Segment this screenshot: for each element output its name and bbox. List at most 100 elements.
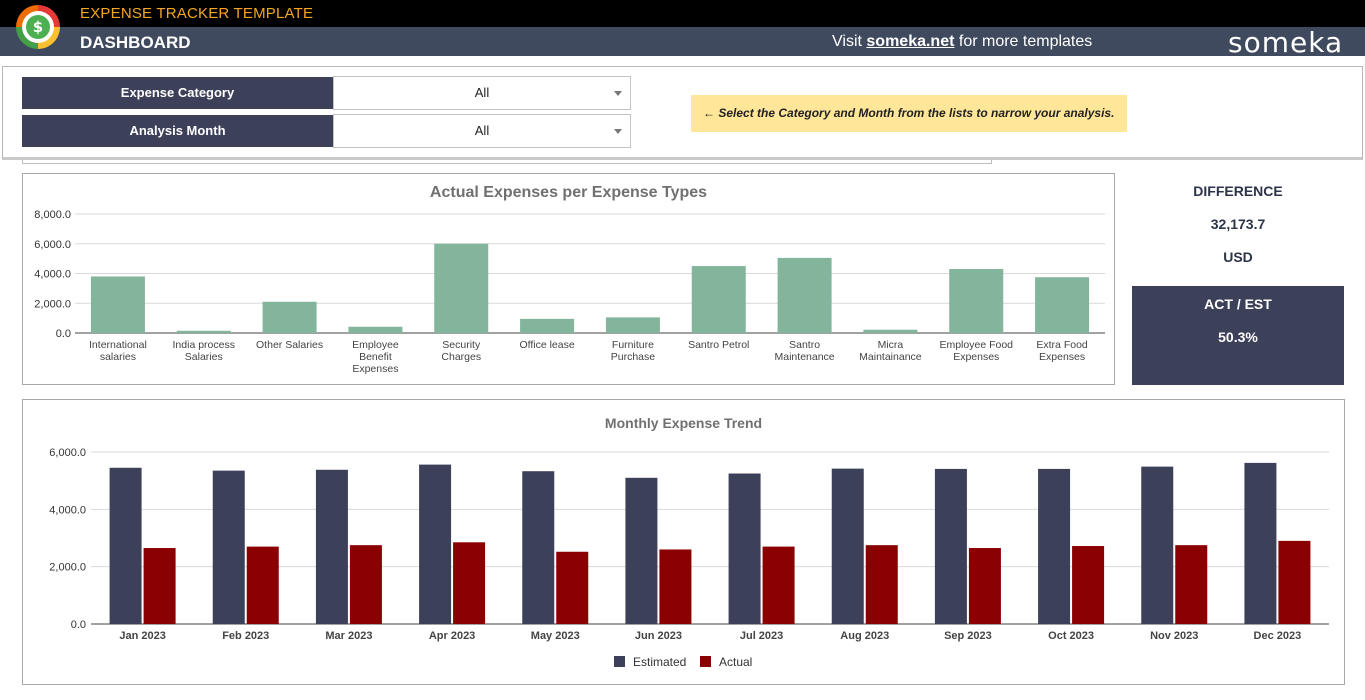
legend-estimated: Estimated — [614, 655, 686, 669]
bar-actual-may-2023 — [556, 551, 589, 624]
dropdown-arrow-icon[interactable] — [614, 129, 622, 134]
bar-estimated-jun-2023 — [625, 477, 658, 624]
bar-santro-petrol — [691, 266, 746, 333]
header-top-bar — [0, 0, 1365, 27]
difference-label: DIFFERENCE — [1193, 183, 1283, 199]
bar-estimated-oct-2023 — [1038, 468, 1071, 624]
y-tick-label: 8,000.0 — [34, 209, 71, 221]
bar-office-lease — [520, 318, 575, 333]
x-tick-label: Jul 2023 — [740, 630, 783, 642]
x-tick-label: Employee Benefit Expenses — [352, 339, 399, 375]
bar-estimated-feb-2023 — [212, 470, 245, 624]
analysis-month-value: All — [474, 123, 490, 138]
x-tick-label: Office lease — [519, 339, 574, 351]
bar-employee-benefit-expenses — [348, 326, 403, 333]
legend-actual-label: Actual — [719, 655, 753, 669]
bar-other-salaries — [262, 301, 317, 333]
expense-category-label: Expense Category — [22, 77, 333, 109]
chart-title: Actual Expenses per Expense Types — [429, 184, 708, 201]
x-tick-label: Micra Maintainance — [859, 339, 922, 363]
x-tick-label: Oct 2023 — [1048, 630, 1094, 642]
visit-prefix: Visit — [832, 33, 867, 50]
expense-category-value: All — [474, 85, 490, 100]
y-tick-label: 0.0 — [71, 619, 86, 631]
y-tick-label: 2,000.0 — [49, 562, 86, 574]
bar-santro-maintenance — [777, 257, 832, 333]
header-band — [0, 27, 1365, 56]
visit-text: Visit someka.net for more templates — [832, 33, 1092, 51]
bar-actual-dec-2023 — [1278, 540, 1311, 624]
bar-extra-food-expenses — [1035, 277, 1090, 333]
act-est-label: ACT / EST — [1204, 296, 1272, 312]
chart-title: Monthly Expense Trend — [604, 415, 763, 431]
expense-types-chart: Actual Expenses per Expense Types 0.0 2,0… — [22, 173, 1115, 385]
bar-estimated-jan-2023 — [109, 467, 142, 624]
analysis-month-dropdown[interactable]: All — [333, 114, 631, 148]
x-tick-label: International salaries — [89, 339, 147, 363]
bar-actual-jan-2023 — [143, 548, 176, 624]
filter-panel — [2, 66, 1363, 160]
y-tick-label: 4,000.0 — [49, 504, 86, 516]
legend-swatch-actual — [700, 656, 711, 667]
x-tick-label: Santro Petrol — [688, 339, 749, 351]
filter-hint: ← Select the Category and Month from the… — [691, 95, 1127, 132]
x-tick-label: Santro Maintenance — [775, 339, 835, 363]
brand-logo: someka — [1228, 26, 1344, 59]
x-tick-label: Furniture Purchase — [611, 339, 656, 363]
legend-swatch-estimated — [614, 656, 625, 667]
monthly-trend-chart: Monthly Expense Trend 0.0 2,000.0 4,000.0 6… — [22, 399, 1345, 685]
bar-estimated-dec-2023 — [1244, 462, 1277, 624]
y-tick-label: 0.0 — [56, 328, 71, 340]
x-tick-label: India process Salaries — [173, 339, 235, 363]
x-tick-label: Sep 2023 — [944, 630, 992, 642]
x-tick-label: Jun 2023 — [635, 630, 682, 642]
bar-estimated-apr-2023 — [419, 464, 452, 624]
bar-actual-mar-2023 — [349, 545, 382, 624]
expense-types-chart-svg: 0.0 2,000.0 4,000.0 6,000.0 8,000.0 Internati… — [34, 209, 1105, 375]
someka-link[interactable]: someka.net — [866, 33, 955, 50]
bar-estimated-mar-2023 — [315, 469, 348, 624]
x-tick-label: Aug 2023 — [840, 630, 889, 642]
x-tick-label: Apr 2023 — [429, 630, 475, 642]
bar-estimated-sep-2023 — [934, 468, 967, 624]
bar-actual-jul-2023 — [762, 546, 795, 624]
bar-india-process-salaries — [176, 330, 231, 333]
bar-actual-oct-2023 — [1072, 546, 1105, 624]
expense-category-dropdown[interactable]: All — [333, 76, 631, 110]
x-tick-label: Jan 2023 — [119, 630, 165, 642]
bar-actual-aug-2023 — [865, 545, 898, 624]
monthly-trend-chart-svg: 0.0 2,000.0 4,000.0 6,000.0 Jan 2023 Feb 2023… — [49, 447, 1329, 642]
dropdown-arrow-icon[interactable] — [614, 91, 622, 96]
bar-actual-nov-2023 — [1175, 545, 1208, 624]
bar-estimated-aug-2023 — [831, 468, 864, 624]
act-est-value: 50.3% — [1218, 329, 1258, 345]
x-tick-label: Extra Food Expenses — [1036, 339, 1088, 363]
bar-employee-food-expenses — [949, 269, 1004, 333]
bar-international-salaries — [90, 276, 145, 333]
bar-security-charges — [434, 243, 489, 333]
act-est-panel: ACT / EST 50.3% — [1132, 286, 1344, 385]
x-tick-label: Nov 2023 — [1150, 630, 1198, 642]
y-tick-label: 6,000.0 — [49, 447, 86, 459]
bar-actual-sep-2023 — [968, 548, 1001, 624]
currency-label: USD — [1223, 249, 1253, 265]
analysis-month-label: Analysis Month — [22, 115, 333, 147]
app-logo-icon: $ — [16, 5, 60, 49]
x-tick-label: Dec 2023 — [1254, 630, 1302, 642]
x-tick-label: Employee Food Expenses — [939, 339, 1013, 363]
x-tick-label: May 2023 — [531, 630, 580, 642]
legend-estimated-label: Estimated — [633, 655, 687, 669]
bar-furniture-purchase — [605, 317, 660, 333]
x-tick-label: Security Charges — [441, 339, 481, 363]
x-tick-label: Mar 2023 — [325, 630, 372, 642]
bar-actual-apr-2023 — [453, 542, 486, 624]
y-tick-label: 2,000.0 — [34, 298, 71, 310]
y-tick-label: 4,000.0 — [34, 269, 71, 281]
bar-estimated-jul-2023 — [728, 473, 761, 624]
bar-micra-maintainance — [863, 329, 918, 333]
bar-actual-feb-2023 — [246, 546, 279, 624]
bar-actual-jun-2023 — [659, 549, 692, 624]
y-tick-label: 6,000.0 — [34, 239, 71, 251]
x-tick-label: Other Salaries — [256, 339, 323, 351]
bar-estimated-may-2023 — [522, 471, 555, 624]
